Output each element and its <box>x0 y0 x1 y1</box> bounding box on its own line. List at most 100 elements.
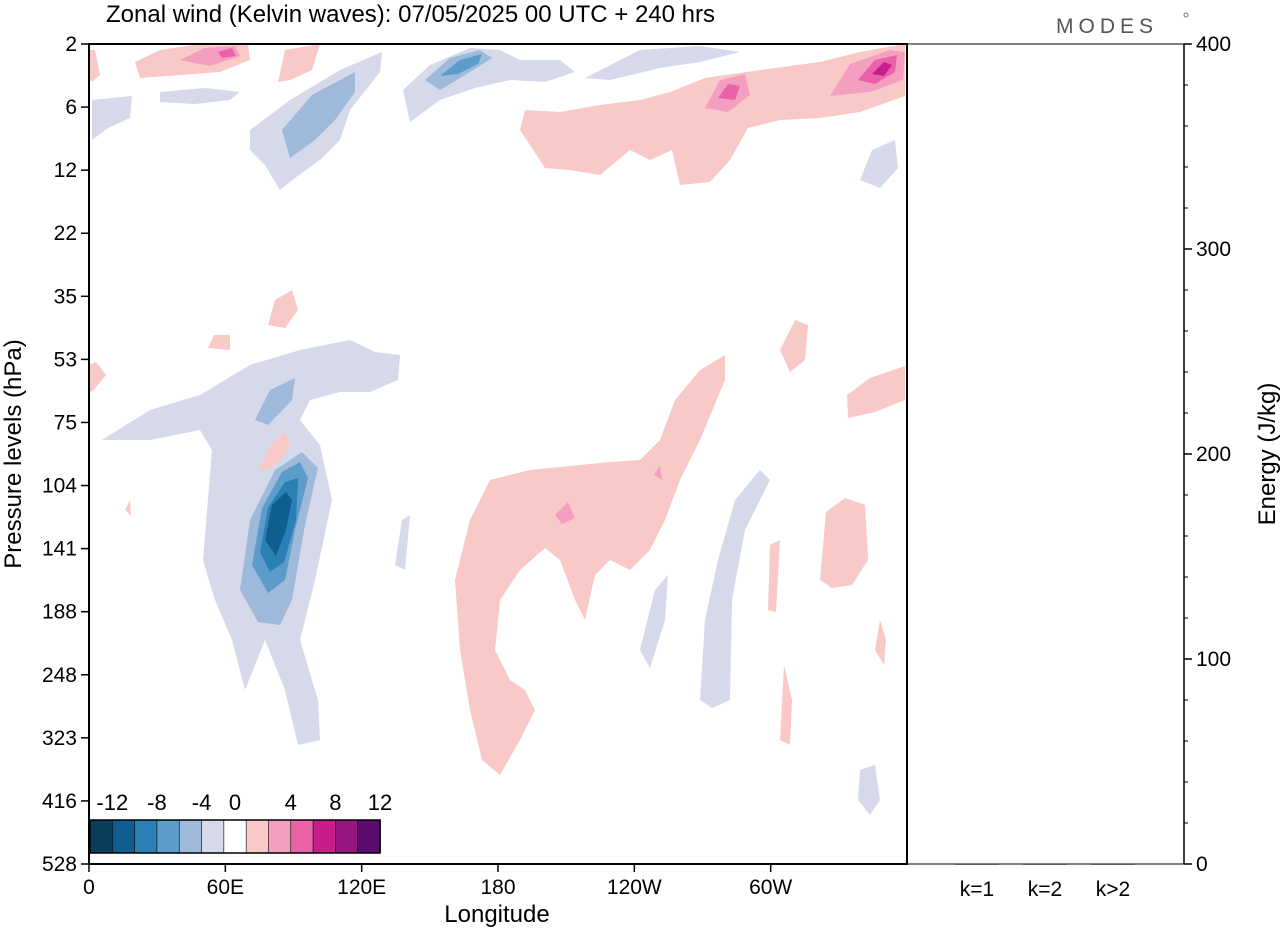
energy-bar <box>955 864 999 865</box>
y-tick-label: 22 <box>54 222 77 245</box>
colorbar-frame <box>89 819 381 854</box>
y-tick-label: 75 <box>54 411 77 434</box>
contour-westerly-21 <box>820 498 868 588</box>
contour-westerly-20 <box>847 366 905 418</box>
colorbar-swatch <box>156 819 181 854</box>
y-axis: 2 6 12 22 35 53 75 104 141 188 248 323 416 528 <box>42 33 89 876</box>
longitude-pressure-panel <box>88 43 908 865</box>
contour-easterly-4 <box>282 72 355 158</box>
y-tick-label: 188 <box>42 601 77 624</box>
y-tick-label: 416 <box>42 790 77 813</box>
contour-westerly-6 <box>520 44 905 185</box>
colorbar-swatches <box>89 819 381 854</box>
energy-y-tick-label: 400 <box>1196 33 1231 56</box>
x-tick-label: 60W <box>749 876 792 899</box>
contour-easterly-15 <box>265 492 292 556</box>
contour-westerly-14 <box>89 362 106 392</box>
y-tick-label: 2 <box>65 33 77 56</box>
colorbar-swatch <box>178 819 203 854</box>
y-tick-label: 35 <box>54 285 77 308</box>
colorbar-label: -8 <box>147 790 167 815</box>
colorbar-swatch <box>134 819 158 854</box>
colorbar-swatch <box>290 819 314 854</box>
energy-x-label: k=1 <box>960 878 994 901</box>
y-tick-label: 323 <box>42 727 77 750</box>
energy-y-tick-label: 300 <box>1196 238 1231 261</box>
x-tick-label: 180 <box>480 876 515 899</box>
chart-title: Zonal wind (Kelvin waves): 07/05/2025 00… <box>106 1 715 28</box>
contour-field <box>89 44 905 815</box>
colorbar-swatch <box>357 819 381 854</box>
colorbar-swatch <box>268 819 292 854</box>
energy-x-label: k=2 <box>1028 878 1062 901</box>
colorbar-swatch <box>245 819 270 854</box>
contour-westerly-25 <box>125 500 131 516</box>
energy-bar <box>1091 864 1135 865</box>
y-tick-label: 12 <box>54 159 77 182</box>
x-axis-label: Longitude <box>444 901 549 928</box>
y-tick-label: 141 <box>42 538 77 561</box>
contour-westerly-17 <box>555 502 575 524</box>
x-axis: 0 60E 120E 180 120W 60W <box>83 864 792 899</box>
contour-easterly-16 <box>395 515 410 570</box>
energy-bar <box>1023 864 1067 865</box>
contour-easterly-19 <box>858 765 880 815</box>
y-tick-label: 528 <box>42 853 77 876</box>
contour-westerly-15 <box>258 432 290 470</box>
contour-westerly-16 <box>455 355 725 775</box>
contour-westerly-11 <box>872 62 892 76</box>
energy-panel: 0 100 200 300 400 k=1 k=2 k>2 Energy (J/kg) <box>907 33 1280 901</box>
contour-easterly-12 <box>255 378 295 425</box>
y-tick-label: 104 <box>42 475 77 498</box>
colorbar-label: -4 <box>192 790 212 815</box>
contour-easterly-9 <box>860 140 898 188</box>
colorbar-swatch <box>223 819 247 854</box>
contour-easterly-7 <box>440 54 482 76</box>
energy-y-ticks: 0 100 200 300 400 <box>1184 33 1231 876</box>
energy-x-labels: k=1 k=2 k>2 <box>960 878 1130 901</box>
colorbar-label: 8 <box>329 790 341 815</box>
contour-easterly-1 <box>92 96 132 140</box>
modes-logo: MODES <box>1056 15 1158 38</box>
contour-westerly-13 <box>208 335 230 350</box>
x-tick-label: 120W <box>607 876 662 899</box>
colorbar-swatch <box>89 819 114 854</box>
energy-x-label: k>2 <box>1096 878 1130 901</box>
energy-y-tick-label: 0 <box>1196 853 1208 876</box>
y-tick-label: 6 <box>65 96 77 119</box>
y-axis-label: Pressure levels (hPa) <box>0 339 27 568</box>
contour-westerly-12 <box>268 290 298 328</box>
contour-westerly-18 <box>654 465 662 480</box>
colorbar-swatch <box>201 819 225 854</box>
energy-y-tick-label: 200 <box>1196 443 1231 466</box>
contour-easterly-17 <box>640 575 668 668</box>
colorbar-label: 12 <box>368 790 392 815</box>
contour-easterly-2 <box>160 88 240 104</box>
energy-bars <box>955 864 1135 865</box>
y-tick-label: 53 <box>54 348 77 371</box>
contour-westerly-22 <box>768 540 780 612</box>
colorbar-swatch <box>335 819 359 854</box>
logo-mark <box>1183 12 1189 18</box>
contour-westerly-19 <box>780 320 808 372</box>
colorbar-label: -12 <box>96 790 128 815</box>
y-tick-label: 248 <box>42 664 77 687</box>
colorbar: -12 -8 -4 0 4 8 12 <box>89 790 392 854</box>
colorbar-labels: -12 -8 -4 0 4 8 12 <box>96 790 392 815</box>
contour-westerly-4 <box>218 48 236 58</box>
contour-easterly-8 <box>585 46 740 80</box>
colorbar-swatch <box>112 819 136 854</box>
contour-westerly-1 <box>89 50 100 82</box>
contour-westerly-5 <box>278 44 320 82</box>
x-tick-label: 0 <box>83 876 95 899</box>
contour-westerly-8 <box>718 84 740 100</box>
contour-westerly-24 <box>780 665 792 745</box>
energy-y-tick-label: 100 <box>1196 648 1231 671</box>
x-tick-label: 60E <box>207 876 244 899</box>
contour-easterly-18 <box>700 470 770 708</box>
x-tick-label: 120E <box>337 876 386 899</box>
energy-axis-label: Energy (J/kg) <box>1254 383 1280 526</box>
colorbar-swatch <box>312 819 337 854</box>
colorbar-label: 4 <box>285 790 297 815</box>
